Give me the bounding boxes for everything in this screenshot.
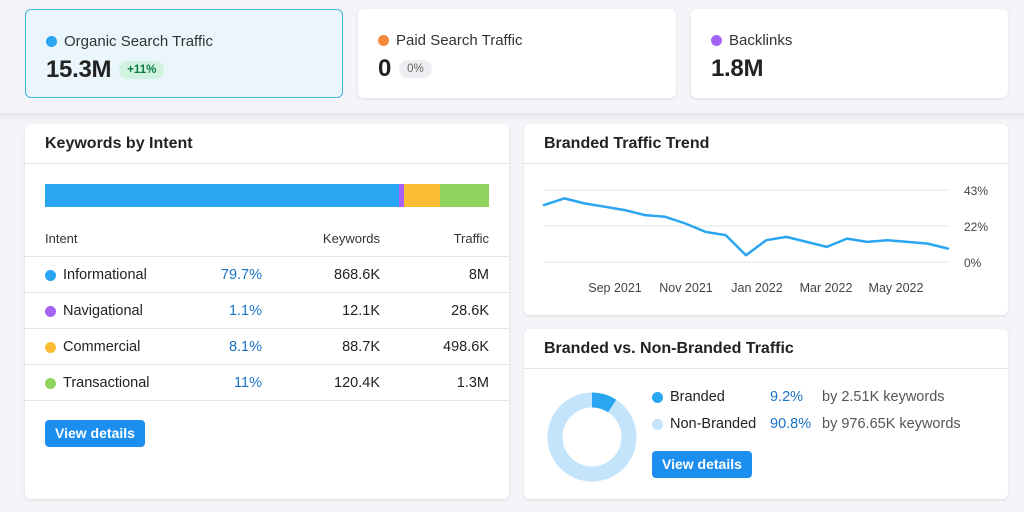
change-badge: +11%	[119, 61, 165, 79]
table-row: Informational 79.7% 868.6K 8M	[25, 256, 509, 292]
table-row: Navigational 1.1% 12.1K 28.6K	[25, 292, 509, 328]
card-title: Branded vs. Non-Branded Traffic	[524, 329, 1008, 369]
legend-percent-link[interactable]: 9.2%	[770, 389, 804, 405]
intent-distribution-bar	[45, 184, 489, 207]
legend-keywords: by 2.51K keywords	[822, 389, 945, 405]
change-badge: 0%	[399, 60, 432, 78]
legend-name: Branded	[652, 389, 725, 405]
x-tick-label: Mar 2022	[800, 281, 853, 295]
x-tick-label: Nov 2021	[659, 281, 713, 295]
backlinks-dot-icon	[711, 35, 722, 46]
metric-value: 1.8M	[711, 55, 764, 82]
intent-name: Informational	[45, 267, 147, 283]
table-header: Intent Keywords Traffic	[25, 231, 509, 251]
intent-name: Navigational	[45, 303, 143, 319]
view-details-button[interactable]: View details	[652, 451, 752, 478]
x-tick-label: Sep 2021	[588, 281, 642, 295]
donut-segment-branded[interactable]	[591, 392, 617, 413]
intent-label: Commercial	[63, 339, 141, 355]
metric-value-row: 15.3M +11%	[46, 56, 322, 84]
y-tick-label: 43%	[964, 184, 988, 198]
metric-label-row: Organic Search Traffic	[46, 33, 322, 50]
metric-value-row: 0 0%	[378, 55, 656, 83]
legend-row-nonbranded: Non-Branded 90.8% by 976.65K keywords	[652, 416, 1012, 436]
legend-name: Non-Branded	[652, 416, 756, 432]
intent-percent-link[interactable]: 8.1%	[228, 339, 262, 355]
legend-label: Non-Branded	[670, 416, 757, 432]
trend-chart[interactable]: 43% 22% 0% Sep 2021 Nov 2021 Jan 2022 Ma…	[524, 165, 1008, 315]
metric-card-paid[interactable]: Paid Search Traffic 0 0%	[358, 9, 676, 98]
metric-label: Backlinks	[729, 32, 793, 49]
intent-traffic: 498.6K	[443, 339, 489, 355]
intent-keywords: 88.7K	[342, 339, 380, 355]
card-title: Keywords by Intent	[25, 124, 509, 164]
intent-name: Transactional	[45, 375, 150, 391]
intent-segment-navigational[interactable]	[399, 184, 405, 207]
navigational-dot-icon	[45, 305, 56, 317]
intent-label: Transactional	[63, 375, 150, 391]
intent-segment-commercial[interactable]	[404, 184, 441, 207]
metric-card-organic[interactable]: Organic Search Traffic 15.3M +11%	[25, 9, 343, 98]
metric-card-backlinks[interactable]: Backlinks 1.8M	[691, 9, 1008, 98]
donut-segments	[547, 392, 637, 482]
intent-percent-link[interactable]: 1.1%	[228, 303, 262, 319]
band-shadow	[0, 113, 1024, 121]
metric-label: Organic Search Traffic	[64, 33, 213, 50]
x-tick-label: Jan 2022	[731, 281, 782, 295]
commercial-dot-icon	[45, 341, 56, 353]
intent-label: Navigational	[63, 303, 143, 319]
branded-traffic-trend-card: Branded Traffic Trend 43% 22% 0% Sep 202…	[524, 124, 1008, 315]
keywords-by-intent-card: Keywords by Intent Intent Keywords Traff…	[25, 124, 509, 499]
table-row: Transactional 11% 120.4K 1.3M	[25, 364, 509, 401]
branded-dot-icon	[652, 391, 663, 403]
branded-trend-line	[542, 197, 950, 257]
branded-donut-chart[interactable]	[542, 387, 642, 487]
intent-keywords: 120.4K	[334, 375, 380, 391]
metric-label: Paid Search Traffic	[396, 32, 523, 49]
intent-percent-link[interactable]: 79.7%	[220, 267, 262, 283]
intent-traffic: 8M	[468, 267, 489, 283]
metric-value: 0	[378, 55, 392, 82]
metric-label-row: Backlinks	[711, 32, 988, 49]
donut-segment-non-branded[interactable]	[547, 392, 637, 482]
y-tick-label: 22%	[964, 220, 988, 234]
y-tick-label: 0%	[964, 256, 982, 270]
legend-label: Branded	[670, 389, 725, 405]
legend-percent-link[interactable]: 90.8%	[770, 416, 812, 432]
intent-segment-transactional[interactable]	[440, 184, 489, 207]
table-row: Commercial 8.1% 88.7K 498.6K	[25, 328, 509, 364]
column-header-keywords: Keywords	[322, 231, 380, 246]
intent-name: Commercial	[45, 339, 140, 355]
intent-traffic: 28.6K	[451, 303, 489, 319]
intent-traffic: 1.3M	[456, 375, 489, 391]
intent-segment-informational[interactable]	[45, 184, 400, 207]
metric-value: 15.3M	[46, 56, 112, 83]
legend-row-branded: Branded 9.2% by 2.51K keywords	[652, 389, 1012, 409]
nonbranded-dot-icon	[652, 418, 663, 430]
metric-value-row: 1.8M	[711, 55, 988, 83]
card-title: Branded Traffic Trend	[524, 124, 1008, 164]
view-details-button[interactable]: View details	[45, 420, 145, 447]
intent-keywords: 868.6K	[334, 267, 380, 283]
column-header-traffic: Traffic	[453, 231, 489, 246]
paid-dot-icon	[378, 35, 389, 46]
column-header-intent: Intent	[45, 231, 78, 246]
intent-percent-link[interactable]: 11%	[234, 375, 262, 391]
transactional-dot-icon	[45, 377, 56, 389]
x-tick-label: May 2022	[869, 281, 924, 295]
branded-vs-nonbranded-card: Branded vs. Non-Branded Traffic Branded …	[524, 329, 1008, 499]
informational-dot-icon	[45, 269, 56, 281]
intent-keywords: 12.1K	[342, 303, 380, 319]
organic-dot-icon	[46, 36, 57, 47]
metric-label-row: Paid Search Traffic	[378, 32, 656, 49]
intent-label: Informational	[63, 267, 147, 283]
legend-keywords: by 976.65K keywords	[822, 416, 961, 432]
